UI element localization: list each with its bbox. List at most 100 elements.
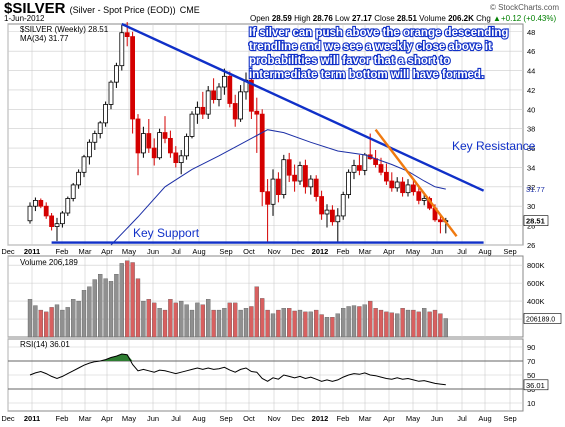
rsi-y-tick-label: 70 [527, 357, 535, 366]
volume-bar [308, 311, 313, 338]
candle-body [103, 104, 108, 124]
volume-bar [135, 278, 141, 338]
volume-bar [243, 308, 249, 338]
price-y-tick-label: 46 [527, 47, 535, 56]
candle-body [351, 165, 357, 173]
candle-body [405, 184, 411, 194]
candle-body [324, 209, 330, 215]
rsi-legend: RSI(14) 36.01 [20, 340, 70, 349]
x-tick-label: Nov [267, 247, 281, 256]
volume-bar [346, 306, 351, 338]
candle-body [340, 194, 346, 217]
candle-body [70, 184, 76, 199]
x-tick-label: Mar [359, 247, 372, 256]
volume-bar [416, 311, 421, 338]
volume-bar [400, 308, 405, 338]
candle-body [400, 181, 406, 194]
commentary-line-2: trendline and we see a weekly close abov… [249, 41, 492, 53]
x-tick-label: Mar [79, 247, 92, 256]
volume-bar [324, 317, 330, 338]
chart-title: $SILVER (Silver - Spot Price (EOD)) CME [4, 0, 200, 17]
price-y-tick-label: 48 [527, 28, 535, 37]
candle-body [33, 200, 38, 207]
candle-body [87, 141, 92, 158]
candle-body [281, 159, 287, 195]
volume-bar [330, 317, 335, 338]
volume-bar [141, 300, 146, 338]
volume-bar [87, 286, 92, 338]
candle-body [227, 75, 233, 104]
volume-bar [211, 309, 216, 338]
volume-legend: Volume 206,189 [20, 258, 78, 267]
candle-body [286, 159, 292, 176]
volume-bar [297, 309, 303, 338]
x-tick-label: May [406, 247, 420, 256]
x-tick-label-bottom: Aug [478, 414, 491, 423]
price-y-tick-label: 38 [527, 125, 535, 134]
volume-bar [49, 307, 54, 338]
volume-bar [341, 308, 346, 338]
volume-bar [54, 304, 60, 338]
symbol: $SILVER [4, 0, 66, 17]
x-tick-label-bottom: Mar [79, 414, 92, 423]
candle-body [292, 174, 298, 182]
volume-bar [152, 302, 157, 338]
chg-arrow-icon: ▲ [493, 14, 501, 23]
x-tick-label: Feb [56, 247, 69, 256]
volume-bar [314, 309, 319, 338]
volume-bar [362, 304, 367, 338]
x-tick-label: Aug [478, 247, 491, 256]
candle-body [437, 219, 443, 223]
volume-bar [351, 305, 357, 338]
volume-bar [238, 309, 243, 338]
subtitle: (Silver - Spot Price (EOD)) [69, 5, 176, 15]
x-tick-label-bottom: Mar [359, 414, 372, 423]
candle-body [124, 32, 130, 38]
commentary-line-1: If silver can push above the orange desc… [249, 27, 508, 39]
candle-body [189, 113, 195, 137]
volume-bar [319, 314, 324, 338]
candle-body [254, 110, 260, 115]
candle-body [146, 133, 152, 149]
volume-bar [260, 298, 265, 338]
rsi-overbought-fill [100, 354, 133, 361]
candle-body [270, 178, 276, 205]
ma-last-label: 31.77 [526, 185, 545, 194]
volume-bar [200, 304, 205, 338]
candle-body [178, 155, 184, 164]
x-tick-label-bottom: Jun [147, 414, 159, 423]
candle-body [211, 90, 217, 101]
candle-body [216, 86, 222, 101]
commentary-annotation: If silver can push above the orange desc… [248, 26, 510, 82]
x-tick-label-bottom: 2012 [312, 414, 329, 423]
candle-body [43, 205, 49, 217]
candle-body [167, 137, 173, 154]
volume-bar [81, 290, 87, 338]
x-tick-label-bottom: Nov [267, 414, 281, 423]
x-tick-label: Dec [1, 247, 15, 256]
close-value: 28.51 [396, 14, 417, 23]
open-value: 28.59 [271, 14, 292, 23]
x-tick-label-bottom: Sep [503, 414, 516, 423]
volume-bar [357, 306, 362, 338]
candle-body [238, 91, 244, 120]
x-tick-label-bottom: Apr [101, 414, 113, 423]
line-layer [51, 22, 485, 246]
volume-y-tick-label: 400K [527, 297, 545, 306]
volume-value: 206.2K [448, 14, 474, 23]
x-tick-label-bottom: Dec [1, 414, 15, 423]
volume-bar [254, 286, 259, 338]
candle-body [356, 165, 362, 171]
rsi-layer [29, 353, 446, 386]
volume-bar [103, 278, 108, 338]
volume-bar [162, 309, 168, 338]
candle-body [319, 196, 325, 215]
volume-bar [173, 302, 178, 338]
candle-body [394, 181, 400, 189]
candle-body [151, 147, 157, 159]
volume-bar [216, 309, 222, 338]
price-legend: $SILVER (Weekly) 28.51 [20, 25, 109, 34]
x-tick-label: Dec [291, 247, 305, 256]
candle-body [265, 191, 271, 205]
